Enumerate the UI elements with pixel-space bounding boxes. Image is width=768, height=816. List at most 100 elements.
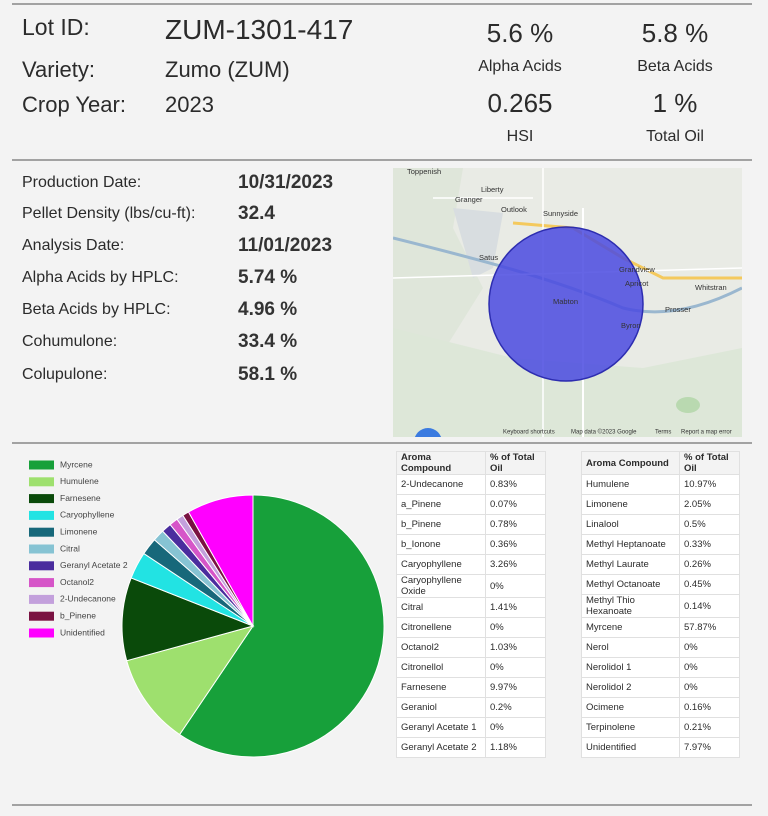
table-row: Geraniol 0.2% bbox=[396, 697, 546, 718]
legend-label: Farnesene bbox=[60, 493, 101, 503]
legend-swatch bbox=[29, 561, 54, 571]
legend-swatch bbox=[29, 594, 54, 604]
table-cell: Methyl Laurate bbox=[581, 554, 680, 575]
map-footer: Report a map error bbox=[681, 430, 732, 436]
table-cell: 1.18% bbox=[485, 737, 546, 758]
map-footer: Terms bbox=[655, 430, 671, 436]
map-place: Toppenish bbox=[407, 168, 441, 176]
table-cell: Nerolidol 2 bbox=[581, 677, 680, 698]
table-cell: 0% bbox=[485, 717, 546, 738]
lot-label: Lot ID: bbox=[22, 14, 90, 40]
map-place: Prosser bbox=[665, 305, 691, 314]
column-header: Aroma Compound bbox=[396, 451, 486, 475]
table-cell: Myrcene bbox=[581, 617, 680, 638]
column-header: % of Total Oil bbox=[679, 451, 740, 475]
table-row: Geranyl Acetate 1 0% bbox=[396, 717, 546, 738]
aroma-table: Aroma Compound% of Total Oil Humulene 10.9… bbox=[581, 451, 740, 758]
table-cell: 0.33% bbox=[679, 534, 740, 555]
table-cell: Unidentified bbox=[581, 737, 680, 758]
table-cell: 0.83% bbox=[485, 474, 546, 495]
table-cell: Terpinolene bbox=[581, 717, 680, 738]
table-cell: 9.97% bbox=[485, 677, 546, 698]
table-cell: 57.87% bbox=[679, 617, 740, 638]
legend-label: Humulene bbox=[60, 476, 99, 486]
legend-swatch bbox=[29, 527, 54, 537]
pie-slice bbox=[187, 494, 254, 628]
table-row: Terpinolene 0.21% bbox=[581, 717, 740, 738]
stat-label: Total Oil bbox=[646, 128, 704, 145]
table-cell: 0.45% bbox=[679, 574, 740, 595]
table-row: Linalool 0.5% bbox=[581, 514, 740, 535]
table-cell: 3.26% bbox=[485, 554, 546, 575]
detail-label: Colupulone: bbox=[22, 366, 108, 383]
table-cell: 0.14% bbox=[679, 594, 740, 618]
table-cell: 0.2% bbox=[485, 697, 546, 718]
map-place: Whitstran bbox=[695, 283, 727, 292]
legend-label: Myrcene bbox=[60, 459, 93, 469]
pie-slice bbox=[121, 577, 255, 662]
aroma-table: Aroma Compound% of Total Oil 2-Undecanone… bbox=[396, 451, 546, 758]
table-cell: 1.41% bbox=[485, 597, 546, 618]
table-cell: 0.07% bbox=[485, 494, 546, 515]
table-cell: Methyl Heptanoate bbox=[581, 534, 680, 555]
table-header: Aroma Compound% of Total Oil bbox=[581, 451, 740, 475]
map-place: Satus bbox=[479, 253, 498, 262]
detail-label: Cohumulone: bbox=[22, 333, 118, 350]
table-row: Geranyl Acetate 2 1.18% bbox=[396, 737, 546, 758]
table-cell: 0.21% bbox=[679, 717, 740, 738]
detail-value: 11/01/2023 bbox=[238, 235, 333, 256]
table-row: Citronellene 0% bbox=[396, 617, 546, 638]
table-cell: 0% bbox=[679, 637, 740, 658]
legend-swatch bbox=[29, 544, 54, 554]
legend-swatch bbox=[29, 510, 54, 520]
map-place: Granger bbox=[455, 195, 483, 204]
table-row: a_Pinene 0.07% bbox=[396, 494, 546, 515]
map-footer: Keyboard shortcuts bbox=[503, 430, 555, 436]
table-row: Nerol 0% bbox=[581, 637, 740, 658]
table-cell: 2-Undecanone bbox=[396, 474, 486, 495]
stat-label: HSI bbox=[506, 128, 534, 145]
table-row: Nerolidol 2 0% bbox=[581, 677, 740, 698]
table-cell: Caryophyllene Oxide bbox=[396, 574, 486, 598]
table-row: Caryophyllene Oxide 0% bbox=[396, 574, 546, 598]
table-cell: Nerolidol 1 bbox=[581, 657, 680, 678]
table-cell: 10.97% bbox=[679, 474, 740, 495]
legend-label: Limonene bbox=[60, 526, 98, 536]
detail-value: 4.96 % bbox=[238, 299, 298, 320]
pie-slice bbox=[126, 625, 255, 736]
stat-label: Alpha Acids bbox=[478, 58, 562, 75]
table-cell: Limonene bbox=[581, 494, 680, 515]
lot-id: ZUM-1301-417 bbox=[165, 14, 354, 45]
table-cell: 7.97% bbox=[679, 737, 740, 758]
table-cell: Humulene bbox=[581, 474, 680, 495]
table-cell: Geraniol bbox=[396, 697, 486, 718]
stat-value: 0.265 bbox=[487, 88, 553, 118]
table-row: Unidentified 7.97% bbox=[581, 737, 740, 758]
map-place: Grandview bbox=[619, 265, 655, 274]
pie-slice bbox=[178, 494, 385, 758]
crop-year: 2023 bbox=[165, 92, 214, 117]
legend-label: Unidentified bbox=[60, 627, 105, 637]
table-cell: b_Ionone bbox=[396, 534, 486, 555]
table-cell: b_Pinene bbox=[396, 514, 486, 535]
table-row: Citral 1.41% bbox=[396, 597, 546, 618]
stat-value: 1 % bbox=[652, 88, 698, 118]
column-header: % of Total Oil bbox=[485, 451, 546, 475]
legend-swatch bbox=[29, 477, 54, 487]
detail-value: 5.74 % bbox=[238, 267, 298, 288]
map-place: Outlook bbox=[501, 205, 527, 214]
legend-swatch bbox=[29, 628, 54, 638]
table-cell: Methyl Thio Hexanoate bbox=[581, 594, 680, 618]
table-row: Methyl Octanoate 0.45% bbox=[581, 574, 740, 595]
legend-label: Octanol2 bbox=[60, 577, 94, 587]
table-row: b_Pinene 0.78% bbox=[396, 514, 546, 535]
legend-swatch bbox=[29, 611, 54, 621]
legend-label: Caryophyllene bbox=[60, 510, 115, 520]
detail-label: Production Date: bbox=[22, 174, 142, 191]
crop-year-label: Crop Year: bbox=[22, 92, 126, 117]
table-cell: Methyl Octanoate bbox=[581, 574, 680, 595]
table-cell: Geranyl Acetate 1 bbox=[396, 717, 486, 738]
